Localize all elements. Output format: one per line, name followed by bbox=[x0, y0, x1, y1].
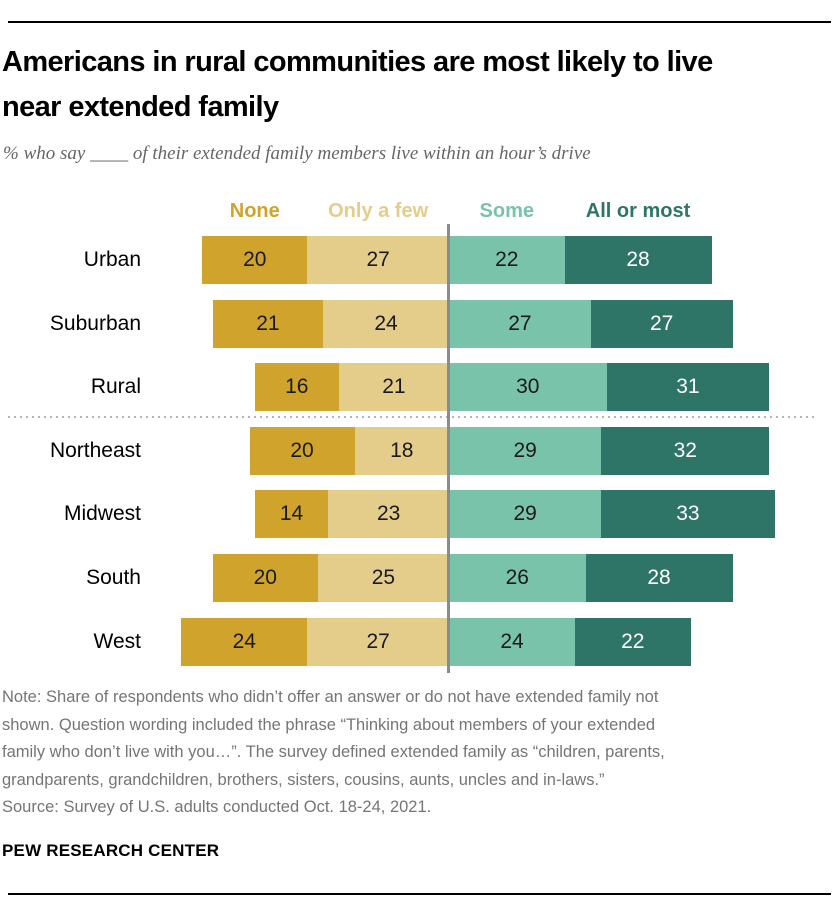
chart-title-line-1: Americans in rural communities are most … bbox=[2, 46, 713, 78]
bar-value: 31 bbox=[676, 375, 700, 398]
bar-value: 24 bbox=[374, 312, 398, 335]
legend-label-only-a-few: Only a few bbox=[328, 200, 429, 222]
bar-value: 27 bbox=[508, 312, 532, 335]
bar-segment-only-a-few: 27 bbox=[307, 618, 449, 666]
bar-segment-none: 14 bbox=[254, 490, 329, 538]
legend-label-none: None bbox=[229, 200, 280, 222]
bar-segment-only-a-few: 23 bbox=[328, 490, 449, 538]
bar-segment-all-or-most: 28 bbox=[564, 236, 712, 284]
bar-segment-none: 20 bbox=[202, 236, 308, 284]
bar-value: 18 bbox=[390, 439, 414, 462]
bar-value: 24 bbox=[500, 630, 524, 653]
bar-value: 28 bbox=[647, 566, 671, 589]
bar-value: 24 bbox=[232, 630, 256, 653]
bar-segment-none: 24 bbox=[181, 618, 308, 666]
bar-value: 25 bbox=[371, 566, 396, 589]
bar-segment-some: 29 bbox=[449, 427, 602, 475]
bar-segment-some: 22 bbox=[449, 236, 565, 284]
bar-segment-some: 29 bbox=[449, 490, 602, 538]
bar-value: 28 bbox=[626, 248, 650, 271]
group-separator-dotted-line bbox=[8, 416, 818, 418]
bar-value: 26 bbox=[505, 566, 529, 589]
note-line: family who don’t live with you…”. The su… bbox=[2, 743, 665, 761]
bar-segment-all-or-most: 28 bbox=[585, 554, 733, 602]
bar-segment-all-or-most: 31 bbox=[606, 363, 770, 411]
legend-label-some: Some bbox=[479, 200, 534, 222]
bar-value: 21 bbox=[256, 312, 280, 335]
bar-value: 21 bbox=[382, 375, 406, 398]
bar-value: 22 bbox=[621, 630, 645, 653]
note-text: Note: Share of respondents who didn’t of… bbox=[2, 684, 838, 822]
chart-subtitle: % who say ____ of their extended family … bbox=[3, 143, 591, 164]
brand-footer: PEW RESEARCH CENTER bbox=[2, 841, 220, 860]
row-label-suburban: Suburban bbox=[49, 312, 141, 335]
bar-value: 27 bbox=[366, 248, 390, 271]
bar-segment-some: 26 bbox=[449, 554, 586, 602]
chart-title: Americans in rural communities are most … bbox=[2, 40, 830, 130]
bottom-rule bbox=[8, 893, 831, 895]
note-line: Note: Share of respondents who didn’t of… bbox=[2, 688, 659, 706]
row-label-northeast: Northeast bbox=[49, 439, 141, 462]
center-divider-line bbox=[447, 224, 450, 673]
bar-value: 14 bbox=[279, 502, 304, 525]
bar-segment-all-or-most: 22 bbox=[575, 618, 691, 666]
bar-segment-all-or-most: 32 bbox=[601, 427, 770, 475]
bar-segment-some: 27 bbox=[449, 300, 591, 348]
row-label-south: South bbox=[86, 566, 141, 589]
bar-value: 23 bbox=[376, 502, 401, 525]
bar-segment-only-a-few: 18 bbox=[354, 427, 449, 475]
source-line: Source: Survey of U.S. adults conducted … bbox=[2, 798, 432, 816]
row-label-rural: Rural bbox=[90, 375, 141, 398]
note-line: grandparents, grandchildren, brothers, s… bbox=[2, 770, 605, 789]
bar-segment-only-a-few: 25 bbox=[317, 554, 449, 602]
row-label-midwest: Midwest bbox=[63, 502, 141, 525]
bar-segment-all-or-most: 27 bbox=[590, 300, 733, 348]
bar-segment-only-a-few: 27 bbox=[307, 236, 449, 284]
bar-segment-some: 24 bbox=[449, 618, 575, 666]
bar-segment-none: 20 bbox=[212, 554, 318, 602]
bar-value: 20 bbox=[243, 248, 267, 271]
bar-value: 20 bbox=[290, 439, 314, 462]
bar-value: 29 bbox=[513, 502, 537, 525]
bar-value: 20 bbox=[253, 566, 277, 589]
bar-value: 27 bbox=[649, 312, 674, 335]
row-label-west: West bbox=[93, 630, 141, 653]
bar-value: 29 bbox=[513, 439, 537, 462]
bar-value: 22 bbox=[495, 248, 519, 271]
bar-value: 33 bbox=[676, 502, 700, 525]
bar-value: 27 bbox=[366, 630, 390, 653]
bar-segment-none: 21 bbox=[212, 300, 323, 348]
bar-segment-none: 20 bbox=[249, 427, 355, 475]
legend-label-all-or-most: All or most bbox=[585, 200, 691, 222]
bar-segment-some: 30 bbox=[449, 363, 607, 411]
top-rule bbox=[8, 21, 831, 23]
bar-segment-only-a-few: 24 bbox=[323, 300, 449, 348]
bar-value: 16 bbox=[285, 375, 309, 398]
bar-segment-none: 16 bbox=[254, 363, 339, 411]
bar-segment-all-or-most: 33 bbox=[601, 490, 775, 538]
note-line: shown. Question wording included the phr… bbox=[2, 715, 656, 734]
bar-value: 30 bbox=[516, 375, 540, 398]
row-label-urban: Urban bbox=[83, 248, 141, 271]
bar-value: 32 bbox=[673, 439, 697, 462]
bar-segment-only-a-few: 21 bbox=[338, 363, 449, 411]
chart-title-line-2: near extended family bbox=[2, 91, 279, 123]
